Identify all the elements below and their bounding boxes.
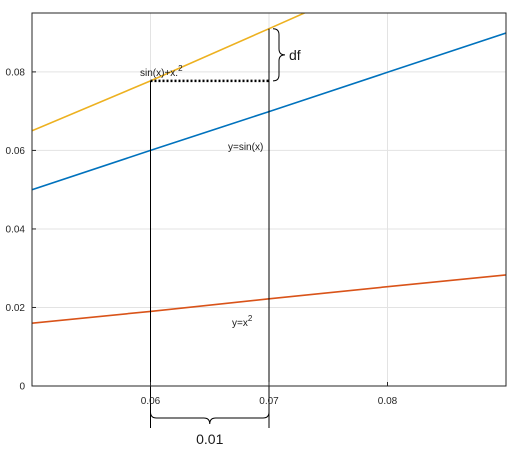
dx-label: 0.01 [196,431,223,447]
x-tick-label-2: 0.08 [378,396,398,407]
ticks: 0.06 0.07 0.08 0 0.02 0.04 0.06 0.08 [6,67,398,407]
y-tick-label-3: 0.06 [6,146,26,157]
annotation-labels: sin(x)+x.2 y=sin(x) y=x2 df 0.01 [140,47,301,447]
df-label: df [289,47,301,63]
y-tick-label-2: 0.04 [6,224,26,235]
y-tick-label-1: 0.02 [6,303,26,314]
y-tick-label-0: 0 [19,382,25,393]
y-tick-label-4: 0.08 [6,67,26,78]
series-label-square: y=x2 [232,314,253,329]
x-tick-label-0: 0.06 [141,396,161,407]
dx-brace [150,411,270,425]
series-label-sin-plus-square: sin(x)+x.2 [140,64,183,79]
annotation-guides [150,28,286,428]
x-tick-label-1: 0.07 [259,396,279,407]
series-label-sin: y=sin(x) [228,142,263,153]
df-brace [272,28,286,82]
series-line-0 [32,13,307,132]
